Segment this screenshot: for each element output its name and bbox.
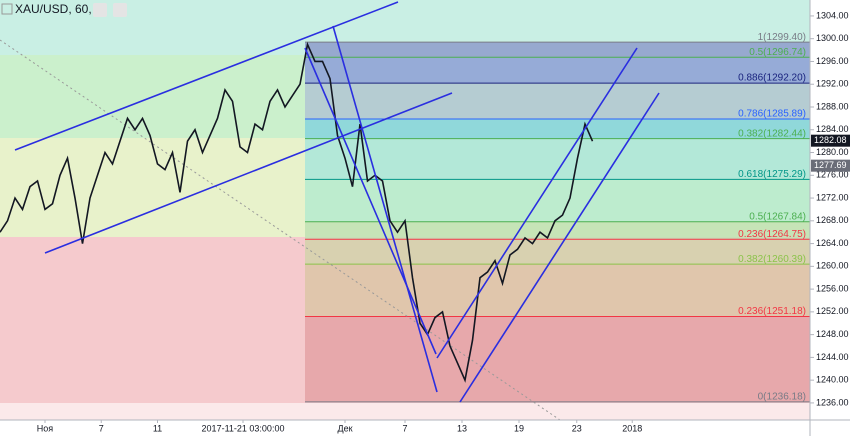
x-tick-label: 19 — [514, 423, 524, 433]
x-tick-label: 11 — [153, 423, 162, 433]
fib-zone — [305, 316, 810, 402]
y-tick-label: 1304.00 — [816, 10, 849, 20]
toolbar-button[interactable] — [93, 3, 107, 17]
fib-label: 0.5(1267.84) — [749, 211, 806, 222]
x-tick-label: 2017-11-21 03:00:00 — [202, 423, 285, 433]
y-axis-panel — [810, 0, 850, 436]
y-tick-label: 1240.00 — [816, 375, 849, 385]
x-axis-panel — [0, 420, 810, 436]
x-tick-label: 13 — [457, 423, 467, 433]
y-tick-label: 1292.00 — [816, 79, 849, 89]
y-tick-label: 1272.00 — [816, 192, 849, 202]
x-tick-label: 2018 — [622, 423, 642, 433]
fib-label: 0.786(1285.89) — [738, 109, 806, 120]
price-tag — [811, 134, 850, 147]
fib-label: 1(1299.40) — [758, 32, 806, 43]
y-tick-label: 1288.00 — [816, 101, 849, 111]
price-tag — [811, 159, 850, 172]
y-tick-label: 1244.00 — [816, 352, 849, 362]
y-tick-label: 1300.00 — [816, 33, 849, 43]
y-tick-label: 1256.00 — [816, 283, 849, 293]
y-tick-label: 1268.00 — [816, 215, 849, 225]
x-tick-label: 7 — [99, 423, 104, 433]
channel-line — [459, 92, 660, 403]
fib-label: 0.618(1275.29) — [738, 169, 806, 180]
fib-zone — [305, 83, 810, 119]
fib-zone — [305, 57, 810, 84]
x-tick-label: 7 — [402, 423, 407, 433]
channel-line — [436, 47, 638, 359]
x-tick-label: 23 — [572, 423, 582, 433]
x-tick-label: Ноя — [37, 423, 54, 433]
channel-lines — [14, 1, 660, 403]
fib-zone — [305, 221, 810, 240]
symbol-icon — [1, 3, 13, 15]
fib-zone — [305, 42, 810, 58]
fib-label: 0.382(1260.39) — [738, 254, 806, 265]
y-tick-label: 1264.00 — [816, 238, 849, 248]
price-line — [0, 41, 594, 383]
fib-retracement: 1(1299.40) 0.5(1296.74) 0.886(1292.20) 0.78… — [305, 32, 810, 403]
fib-zone — [305, 179, 810, 222]
background-band — [0, 403, 810, 420]
y-tick-label: 1280.00 — [816, 147, 849, 157]
y-tick-label: 1252.00 — [816, 306, 849, 316]
channel-line — [44, 92, 453, 254]
y-tick-label: 1284.00 — [816, 124, 849, 134]
fib-label: 0.886(1292.20) — [738, 73, 806, 84]
channel-line — [332, 25, 438, 393]
fib-label: 0.236(1251.18) — [738, 306, 806, 317]
y-tick-label: 1276.00 — [816, 170, 849, 180]
fib-zone — [305, 119, 810, 139]
price-tag-label: 1277.69 — [814, 160, 847, 170]
y-tick-label: 1236.00 — [816, 397, 849, 407]
channel-line — [14, 1, 399, 151]
fib-label: 0.382(1282.44) — [738, 128, 806, 139]
x-tick-label: Дек — [337, 423, 352, 433]
channel-line — [304, 47, 437, 355]
y-tick-label: 1248.00 — [816, 329, 849, 339]
fib-label: 0.236(1264.75) — [738, 229, 806, 240]
fib-label: 0.5(1296.74) — [749, 47, 806, 58]
y-tick-label: 1260.00 — [816, 261, 849, 271]
toolbar-button[interactable] — [113, 3, 127, 17]
price-tag-label: 1282.08 — [814, 135, 847, 145]
y-tick-label: 1296.00 — [816, 56, 849, 66]
plot — [0, 41, 594, 383]
chart-title: XAU/USD, 60, — [15, 2, 92, 16]
fib-label: 0(1236.18) — [758, 392, 806, 403]
axes: 1236.00 1240.00 1244.00 1248.00 1252.00 1256.… — [37, 10, 850, 433]
fib-zone — [305, 138, 810, 180]
fib-zone — [305, 264, 810, 317]
